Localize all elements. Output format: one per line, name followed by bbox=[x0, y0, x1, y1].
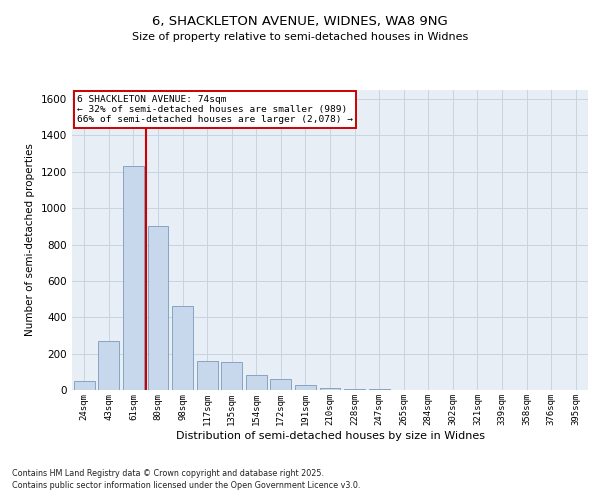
Bar bbox=[271, 379, 292, 390]
Bar bbox=[172, 306, 193, 390]
Bar bbox=[344, 389, 365, 390]
Bar bbox=[98, 341, 119, 390]
Bar bbox=[148, 226, 169, 390]
Bar bbox=[221, 362, 242, 390]
Text: Contains HM Land Registry data © Crown copyright and database right 2025.: Contains HM Land Registry data © Crown c… bbox=[12, 468, 324, 477]
Bar bbox=[320, 388, 340, 390]
Bar bbox=[295, 384, 316, 390]
Text: 6, SHACKLETON AVENUE, WIDNES, WA8 9NG: 6, SHACKLETON AVENUE, WIDNES, WA8 9NG bbox=[152, 15, 448, 28]
Y-axis label: Number of semi-detached properties: Number of semi-detached properties bbox=[25, 144, 35, 336]
Bar bbox=[246, 376, 267, 390]
Text: Contains public sector information licensed under the Open Government Licence v3: Contains public sector information licen… bbox=[12, 481, 361, 490]
Bar bbox=[197, 361, 218, 390]
X-axis label: Distribution of semi-detached houses by size in Widnes: Distribution of semi-detached houses by … bbox=[176, 430, 485, 440]
Bar bbox=[74, 381, 95, 390]
Bar bbox=[123, 166, 144, 390]
Text: Size of property relative to semi-detached houses in Widnes: Size of property relative to semi-detach… bbox=[132, 32, 468, 42]
Text: 6 SHACKLETON AVENUE: 74sqm
← 32% of semi-detached houses are smaller (989)
66% o: 6 SHACKLETON AVENUE: 74sqm ← 32% of semi… bbox=[77, 94, 353, 124]
